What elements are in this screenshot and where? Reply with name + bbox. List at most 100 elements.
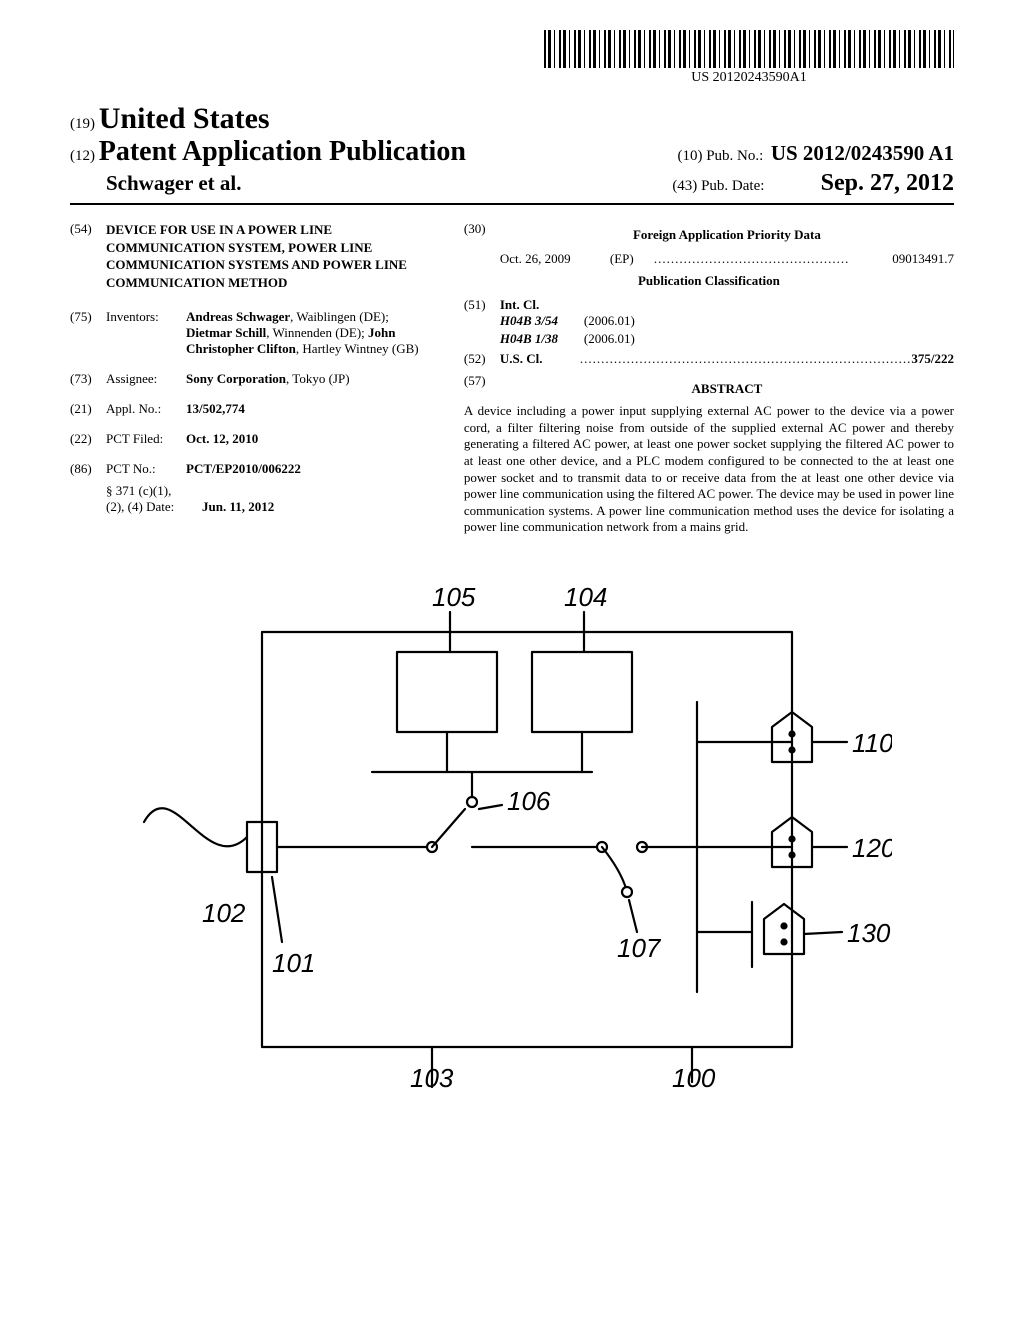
intcl-block: (51) Int. Cl. — [464, 297, 954, 313]
priority-date: Oct. 26, 2009 — [500, 251, 610, 267]
pctno-label: PCT No.: — [106, 461, 186, 477]
publication-type: Patent Application Publication — [99, 136, 466, 167]
field-num-21: (21) — [70, 401, 106, 417]
applno-value: 13/502,774 — [186, 401, 428, 417]
field-num-blank — [70, 483, 106, 515]
s371-text: Jun. 11, 2012 — [202, 499, 274, 514]
field-num-43: (43) — [672, 178, 697, 194]
uscl-block: (52) U.S. Cl. ..........................… — [464, 351, 954, 367]
foreign-priority-header-row: (30) Foreign Application Priority Data — [464, 221, 954, 251]
intcl-label: Int. Cl. — [500, 297, 539, 313]
applno-block: (21) Appl. No.: 13/502,774 — [70, 401, 428, 417]
priority-row: Oct. 26, 2009 (EP) .....................… — [464, 251, 954, 267]
intcl-label-text: Int. Cl. — [500, 297, 539, 312]
field-num-52: (52) — [464, 351, 500, 367]
pub-class-header: Publication Classification — [464, 273, 954, 289]
pub-date-block: (43) Pub. Date: Sep. 27, 2012 — [672, 170, 954, 197]
barcode-area: US 20120243590A1 — [70, 30, 954, 86]
s371-label: § 371 (c)(1), (2), (4) Date: — [106, 483, 202, 515]
pctno-value: PCT/EP2010/006222 — [186, 461, 428, 477]
right-column: (30) Foreign Application Priority Data O… — [464, 221, 954, 536]
dots-leader: ........................................… — [580, 351, 912, 367]
header-country-line: (19) United States — [70, 102, 954, 136]
pctfiled-block: (22) PCT Filed: Oct. 12, 2010 — [70, 431, 428, 447]
priority-appno: 09013491.7 — [892, 251, 954, 267]
priority-country: (EP) — [610, 251, 654, 267]
pub-no-block: (10) Pub. No.: US 2012/0243590 A1 — [677, 141, 954, 166]
applno-label: Appl. No.: — [106, 401, 186, 417]
uscl-value: 375/222 — [911, 351, 954, 367]
intcl-row: H04B 1/38 (2006.01) — [464, 331, 954, 347]
intcl-version: (2006.01) — [584, 313, 635, 329]
field-num-12: (12) — [70, 148, 95, 164]
barcode-text: US 20120243590A1 — [544, 70, 954, 86]
assignee-value: Sony Corporation, Tokyo (JP) — [186, 371, 428, 387]
socket-130-icon — [764, 904, 804, 954]
abstract-text: A device including a power input supplyi… — [464, 403, 954, 536]
intcl-code: H04B 3/54 — [464, 313, 584, 329]
fig-label-102: 102 — [202, 898, 246, 928]
uscl-label: U.S. Cl. — [500, 351, 580, 367]
s371-value: Jun. 11, 2012 — [202, 499, 428, 515]
header-rule — [70, 203, 954, 205]
abstract-header: ABSTRACT — [500, 381, 954, 397]
inventor-loc: , Waiblingen (DE); — [290, 309, 389, 324]
pctfiled-label: PCT Filed: — [106, 431, 186, 447]
invention-title: DEVICE FOR USE IN A POWER LINE COMMUNICA… — [106, 221, 428, 291]
country-name: United States — [99, 102, 270, 135]
foreign-priority-header: Foreign Application Priority Data — [500, 227, 954, 243]
intcl-version: (2006.01) — [584, 331, 635, 347]
fig-label-105: 105 — [432, 582, 476, 612]
barcode-stripes — [544, 30, 954, 68]
field-num-57: (57) — [464, 373, 500, 403]
field-num-86: (86) — [70, 461, 106, 477]
abstract-header-row: (57) ABSTRACT — [464, 373, 954, 403]
field-num-10: (10) — [677, 148, 702, 164]
fig-label-130: 130 — [847, 918, 891, 948]
intcl-row: H04B 3/54 (2006.01) — [464, 313, 954, 329]
invention-title-block: (54) DEVICE FOR USE IN A POWER LINE COMM… — [70, 221, 428, 291]
assignee-name: Sony Corporation — [186, 371, 286, 386]
fig-label-101: 101 — [272, 948, 315, 978]
patent-figure: 105 104 106 107 110 120 130 102 101 103 … — [132, 572, 892, 1092]
field-num-51: (51) — [464, 297, 500, 313]
header-pubtype-line: (12) Patent Application Publication — [70, 136, 466, 168]
authors: Schwager et al. — [70, 171, 242, 196]
inventor-name: Andreas Schwager — [186, 309, 290, 324]
fig-label-120: 120 — [852, 833, 892, 863]
field-num-54: (54) — [70, 221, 106, 291]
dots-leader: ........................................… — [654, 251, 892, 267]
field-num-30: (30) — [464, 221, 500, 251]
pub-no-label: Pub. No.: — [706, 148, 763, 164]
pctfiled-value: Oct. 12, 2010 — [186, 431, 428, 447]
pub-date-label: Pub. Date: — [701, 178, 764, 194]
s371-block: § 371 (c)(1), (2), (4) Date: Jun. 11, 20… — [70, 483, 428, 515]
field-num-73: (73) — [70, 371, 106, 387]
inventor-loc: , Hartley Wintney (GB) — [296, 341, 419, 356]
field-num-19: (19) — [70, 116, 95, 132]
inventors-label: Inventors: — [106, 309, 186, 357]
pctno-text: PCT/EP2010/006222 — [186, 461, 301, 476]
inventor-name: Dietmar Schill — [186, 325, 266, 340]
fig-label-107: 107 — [617, 933, 662, 963]
pub-no-value: US 2012/0243590 A1 — [771, 141, 954, 165]
figure-area: 105 104 106 107 110 120 130 102 101 103 … — [70, 572, 954, 1092]
pctfiled-text: Oct. 12, 2010 — [186, 431, 258, 446]
inventor-loc: , Winnenden (DE); — [266, 325, 368, 340]
assignee-block: (73) Assignee: Sony Corporation, Tokyo (… — [70, 371, 428, 387]
fig-label-103: 103 — [410, 1063, 454, 1092]
left-column: (54) DEVICE FOR USE IN A POWER LINE COMM… — [70, 221, 428, 536]
intcl-code: H04B 1/38 — [464, 331, 584, 347]
barcode: US 20120243590A1 — [544, 30, 954, 86]
patent-header: (19) United States (12) Patent Applicati… — [70, 102, 954, 205]
fig-label-104: 104 — [564, 582, 607, 612]
pub-date-value: Sep. 27, 2012 — [821, 170, 954, 196]
bibliographic-columns: (54) DEVICE FOR USE IN A POWER LINE COMM… — [70, 221, 954, 536]
inventors-value: Andreas Schwager, Waiblingen (DE); Dietm… — [186, 309, 428, 357]
applno-text: 13/502,774 — [186, 401, 245, 416]
pctno-block: (86) PCT No.: PCT/EP2010/006222 — [70, 461, 428, 477]
inventors-block: (75) Inventors: Andreas Schwager, Waibli… — [70, 309, 428, 357]
fig-label-110: 110 — [852, 728, 892, 758]
assignee-loc: , Tokyo (JP) — [286, 371, 350, 386]
fig-label-100: 100 — [672, 1063, 716, 1092]
